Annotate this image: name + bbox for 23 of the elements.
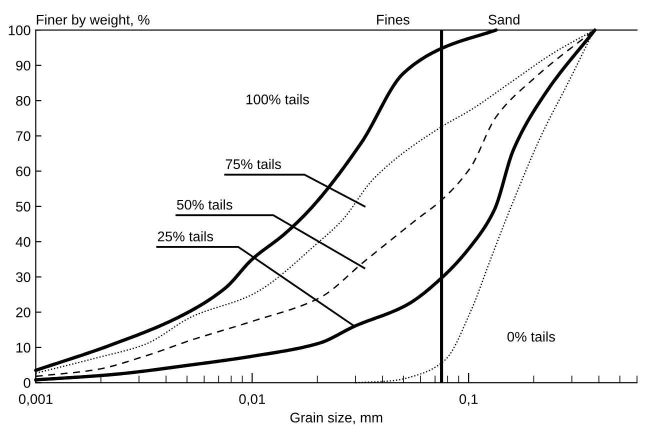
y-tick-label: 50 [16, 202, 30, 212]
y-axis-title: Finer by weight, % [36, 14, 150, 28]
y-tick-label: 60 [16, 166, 30, 176]
x-tick-label: 0,1 [459, 394, 478, 406]
text: Fines [377, 14, 410, 25]
y-tick-label: 80 [16, 96, 30, 106]
annotation: 75% tails [226, 158, 281, 170]
y-tick-label: 40 [16, 236, 30, 247]
x-axis-title: Grain size, mm [290, 412, 382, 424]
annotation: 0% tails [507, 331, 555, 342]
y-tick-label: 30 [16, 272, 30, 282]
annotation: 25% tails [158, 231, 214, 242]
y-tick-label: 90 [16, 60, 30, 71]
x-tick-label: 0,01 [239, 394, 266, 406]
annotation: 100% tails [246, 94, 309, 104]
y-tick-label: 10 [16, 342, 30, 353]
y-tick-label: 100 [8, 25, 30, 36]
y-tick-label: 0 [24, 378, 30, 388]
y-tick-label: 20 [16, 308, 30, 318]
x-tick-label: 0,001 [18, 394, 52, 406]
text: Sand [488, 14, 520, 25]
y-tick-label: 70 [16, 131, 30, 142]
annotation: 50% tails [177, 199, 232, 210]
